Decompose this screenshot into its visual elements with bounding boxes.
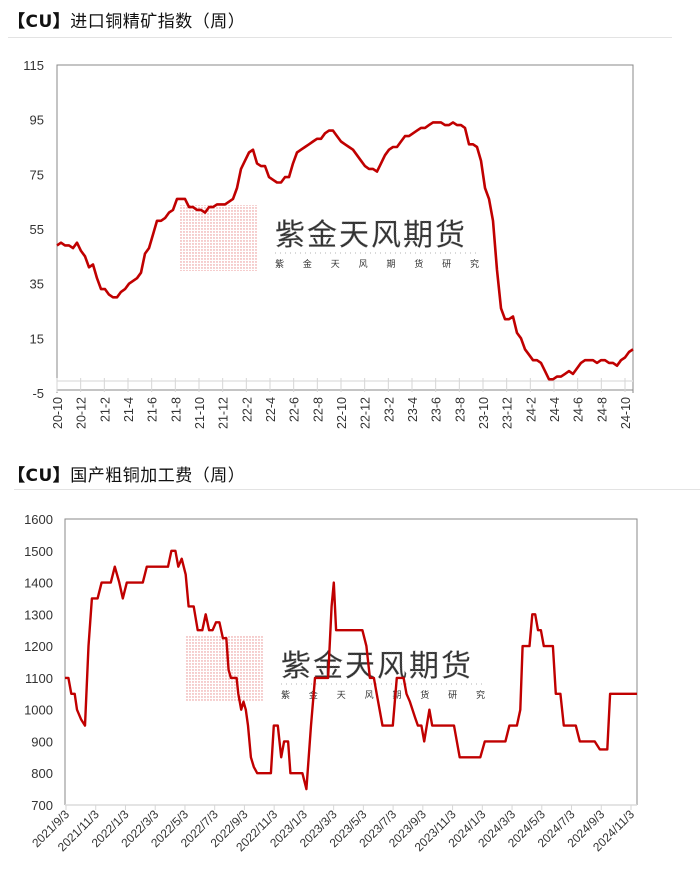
watermark-text: 紫金天风期货 (275, 218, 467, 253)
x-tick-label: 20-10 (51, 397, 65, 429)
y-tick-label: 1600 (24, 512, 53, 527)
x-tick-label: 23-8 (453, 397, 467, 422)
x-tick-label: 22-6 (288, 397, 302, 422)
x-tick-label: 21-4 (122, 397, 136, 422)
chart-2-title-bracket: 【CU】 (8, 466, 71, 486)
x-tick-label: 21-8 (169, 397, 183, 422)
y-tick-label: 15 (30, 331, 44, 346)
watermark-subtext: 紫 金 天 风 期 货 研 究 (281, 689, 493, 701)
x-tick-label: 24-6 (572, 397, 586, 422)
x-tick-label: 22-10 (335, 397, 349, 429)
watermark-text: 紫金天风期货 (281, 649, 473, 684)
x-tick-label: 21-6 (146, 397, 160, 422)
chart-2-title-rule (14, 489, 700, 490)
y-tick-label: 35 (30, 277, 44, 292)
y-tick-label: 1500 (24, 544, 53, 559)
x-tick-label: 22-12 (359, 397, 373, 429)
x-tick-label: 21-2 (98, 397, 112, 422)
series-line (56, 121, 634, 381)
y-tick-label: 75 (30, 167, 44, 182)
y-tick-label: 900 (31, 734, 53, 749)
x-tick-label: 24-8 (595, 397, 609, 422)
x-tick-label: 23-4 (406, 397, 420, 422)
y-tick-label: 115 (23, 58, 44, 73)
x-tick-label: 24-10 (619, 397, 633, 429)
x-tick-label: 23-10 (477, 397, 491, 429)
x-tick-label: 22-2 (240, 397, 254, 422)
chart-2-title: 【CU】国产粗铜加工费（周） (8, 461, 245, 486)
y-tick-label: 1300 (24, 607, 53, 622)
series-line (65, 549, 637, 791)
x-tick-label: 23-2 (382, 397, 396, 422)
chart-2-title-text: 国产粗铜加工费（周） (70, 466, 246, 486)
chart-1-title: 【CU】进口铜精矿指数（周） (8, 7, 245, 32)
watermark-logo-icon (180, 205, 258, 271)
x-tick-label: 21-12 (217, 397, 231, 429)
x-tick-label: 21-10 (193, 397, 207, 429)
y-tick-label: 1100 (25, 671, 53, 686)
x-tick-label: 24-4 (548, 397, 562, 422)
y-tick-label: 700 (31, 798, 53, 813)
x-tick-label: 22-8 (311, 397, 325, 422)
y-tick-label: 55 (30, 222, 44, 237)
chart-1-title-text: 进口铜精矿指数（周） (70, 12, 246, 32)
y-tick-label: 1400 (24, 576, 53, 591)
x-tick-label: 24-2 (524, 397, 538, 422)
watermark-logo-icon (186, 636, 264, 702)
chart-1-title-rule (8, 37, 672, 38)
x-tick-label: 23-6 (430, 397, 444, 422)
plot-frame (56, 64, 634, 393)
y-tick-label: 95 (30, 113, 44, 128)
x-tick-label: 23-12 (501, 397, 515, 429)
x-tick-label: 22-4 (264, 397, 278, 422)
x-tick-label: 20-12 (75, 397, 89, 429)
y-tick-label: 800 (31, 766, 53, 781)
watermark-subtext: 紫 金 天 风 期 货 研 究 (275, 258, 487, 270)
y-tick-label: 1000 (24, 703, 53, 718)
plot-frame (64, 518, 638, 805)
y-tick-label: -5 (32, 386, 44, 401)
y-tick-label: 1200 (24, 639, 53, 654)
chart-1-title-bracket: 【CU】 (8, 12, 71, 32)
